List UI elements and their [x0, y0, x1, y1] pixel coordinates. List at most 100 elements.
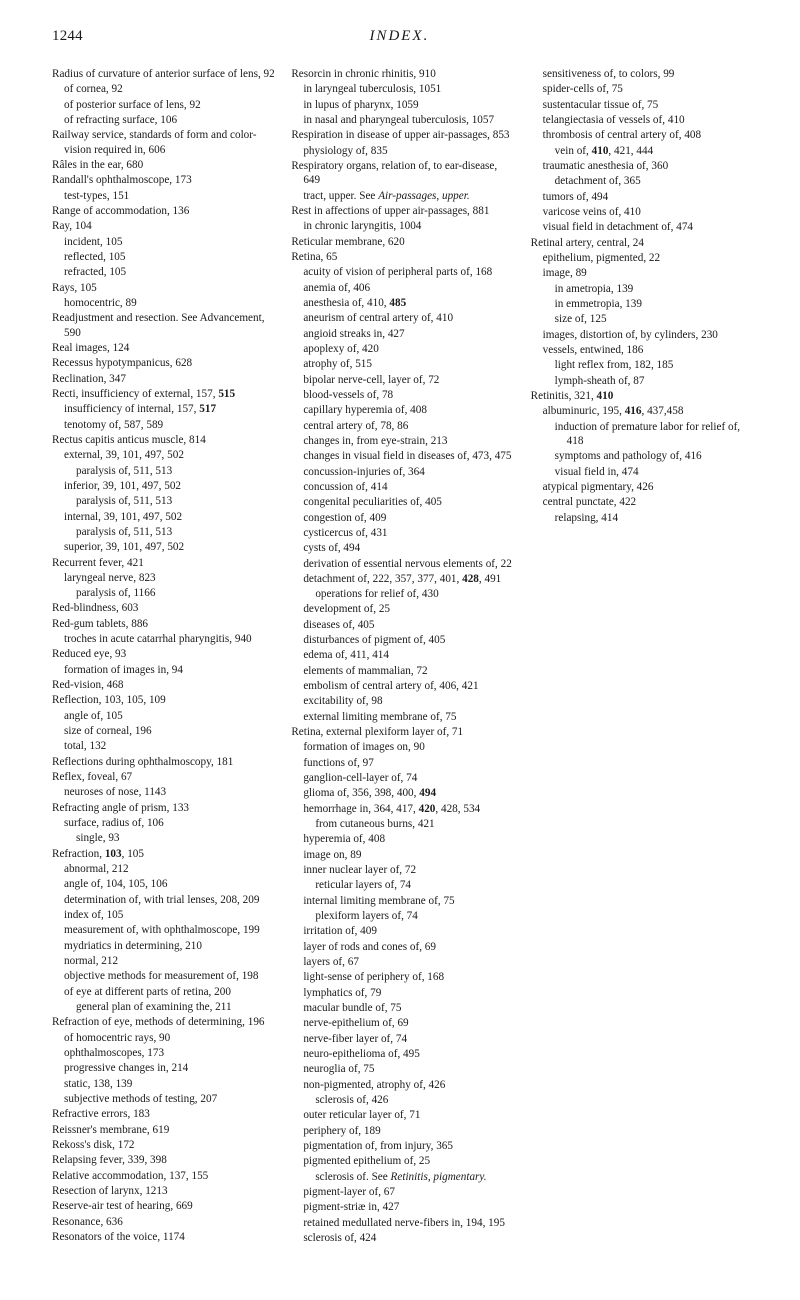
index-entry: Rectus capitis anticus muscle, 814 [52, 433, 277, 447]
index-entry: progressive changes in, 214 [52, 1061, 277, 1075]
index-entry: index of, 105 [52, 908, 277, 922]
index-entry: induction of premature labor for relief … [531, 420, 756, 449]
index-entry: varicose veins of, 410 [531, 205, 756, 219]
index-entry: cysticercus of, 431 [291, 526, 516, 540]
index-entry: changes in, from eye-strain, 213 [291, 434, 516, 448]
index-entry: tenotomy of, 587, 589 [52, 418, 277, 432]
index-entry: vessels, entwined, 186 [531, 343, 756, 357]
bold-page-ref: 103 [105, 848, 122, 860]
index-entry: pigment-layer of, 67 [291, 1185, 516, 1199]
index-entry: Resection of larynx, 1213 [52, 1184, 277, 1198]
index-entry: hyperemia of, 408 [291, 832, 516, 846]
index-entry: in lupus of pharynx, 1059 [291, 98, 516, 112]
index-entry: Refracting angle of prism, 133 [52, 801, 277, 815]
index-entry: mydriatics in determining, 210 [52, 939, 277, 953]
index-entry: nerve-fiber layer of, 74 [291, 1032, 516, 1046]
index-entry: Recti, insufficiency of external, 157, 5… [52, 387, 277, 401]
index-entry: albuminuric, 195, 416, 437,458 [531, 404, 756, 418]
index-entry: internal limiting membrane of, 75 [291, 894, 516, 908]
index-entry: Real images, 124 [52, 341, 277, 355]
index-entry: laryngeal nerve, 823 [52, 571, 277, 585]
index-entry: glioma of, 356, 398, 400, 494 [291, 786, 516, 800]
index-entry: Rays, 105 [52, 281, 277, 295]
index-entry: edema of, 411, 414 [291, 648, 516, 662]
index-entry: Refractive errors, 183 [52, 1107, 277, 1121]
index-entry: of cornea, 92 [52, 82, 277, 96]
index-entry: detachment of, 365 [531, 174, 756, 188]
index-entry: Relative accommodation, 137, 155 [52, 1169, 277, 1183]
index-entry: tumors of, 494 [531, 190, 756, 204]
index-entry: Resonators of the voice, 1174 [52, 1230, 277, 1244]
index-entry: in laryngeal tuberculosis, 1051 [291, 82, 516, 96]
index-entry: irritation of, 409 [291, 924, 516, 938]
index-entry: abnormal, 212 [52, 862, 277, 876]
index-entry: Recurrent fever, 421 [52, 556, 277, 570]
index-entry: acuity of vision of peripheral parts of,… [291, 265, 516, 279]
index-entry: inner nuclear layer of, 72 [291, 863, 516, 877]
index-entry: Refraction of eye, methods of determinin… [52, 1015, 277, 1029]
index-entry: Reserve-air test of hearing, 669 [52, 1199, 277, 1213]
index-entry: visual field in detachment of, 474 [531, 220, 756, 234]
index-entry: pigmented epithelium of, 25 [291, 1154, 516, 1168]
bold-page-ref: 416 [625, 405, 642, 417]
index-entry: lymphatics of, 79 [291, 986, 516, 1000]
index-entry: atrophy of, 515 [291, 357, 516, 371]
index-entry: Respiration in disease of upper air-pass… [291, 128, 516, 142]
index-entry: telangiectasia of vessels of, 410 [531, 113, 756, 127]
index-entry: retained medullated nerve-fibers in, 194… [291, 1216, 516, 1230]
index-entry: sclerosis of, 424 [291, 1231, 516, 1245]
index-entry: Reissner's membrane, 619 [52, 1123, 277, 1137]
index-entry: internal, 39, 101, 497, 502 [52, 510, 277, 524]
index-entry: angle of, 105 [52, 709, 277, 723]
index-entry: functions of, 97 [291, 756, 516, 770]
bold-page-ref: 517 [199, 403, 216, 415]
index-entry: size of corneal, 196 [52, 724, 277, 738]
bold-page-ref: 515 [218, 388, 235, 400]
index-entry: troches in acute catarrhal pharyngitis, … [52, 632, 277, 646]
index-entry: sclerosis of. See Retinitis, pigmentary. [291, 1170, 516, 1184]
index-entry: detachment of, 222, 357, 377, 401, 428, … [291, 572, 516, 586]
index-entry: Resonance, 636 [52, 1215, 277, 1229]
index-entry: changes in visual field in dis­eases of,… [291, 449, 516, 463]
index-entry: neuro-epithelioma of, 495 [291, 1047, 516, 1061]
index-entry: size of, 125 [531, 312, 756, 326]
index-entry: paralysis of, 511, 513 [52, 464, 277, 478]
index-entry: plexiform layers of, 74 [291, 909, 516, 923]
index-entry: Retina, 65 [291, 250, 516, 264]
index-entry: Refraction, 103, 105 [52, 847, 277, 861]
index-entry: light-sense of periphery of, 168 [291, 970, 516, 984]
index-entry: Resorcin in chronic rhinitis, 910 [291, 67, 516, 81]
index-entry: derivation of essential ner­vous element… [291, 557, 516, 571]
index-entry: apoplexy of, 420 [291, 342, 516, 356]
index-entry: nerve-epithelium of, 69 [291, 1016, 516, 1030]
index-entry: static, 138, 139 [52, 1077, 277, 1091]
index-entry: Randall's ophthalmoscope, 173 [52, 173, 277, 187]
index-entry: bipolar nerve-cell, layer of, 72 [291, 373, 516, 387]
index-entry: Radius of curvature of anterior surface … [52, 67, 277, 81]
index-columns: Radius of curvature of anterior surface … [52, 67, 756, 1257]
index-entry: Râles in the ear, 680 [52, 158, 277, 172]
index-entry: of posterior surface of lens, 92 [52, 98, 277, 112]
page-number: 1244 [52, 28, 83, 45]
index-entry: macular bundle of, 75 [291, 1001, 516, 1015]
index-entry: Reclination, 347 [52, 372, 277, 386]
index-entry: anesthesia of, 410, 485 [291, 296, 516, 310]
index-entry: atypical pigmentary, 426 [531, 480, 756, 494]
bold-page-ref: 410 [597, 390, 614, 402]
index-entry: traumatic anesthesia of, 360 [531, 159, 756, 173]
index-entry: Retinitis, 321, 410 [531, 389, 756, 403]
index-entry: incident, 105 [52, 235, 277, 249]
index-entry: spider-cells of, 75 [531, 82, 756, 96]
index-entry: Respiratory organs, relation of, to ear-… [291, 159, 516, 188]
index-entry: tract, upper. See Air-passages, upper. [291, 189, 516, 203]
index-entry: pigmentation of, from injury, 365 [291, 1139, 516, 1153]
index-entry: aneurism of central artery of, 410 [291, 311, 516, 325]
index-entry: in ametropia, 139 [531, 282, 756, 296]
index-entry: external, 39, 101, 497, 502 [52, 448, 277, 462]
index-entry: Rest in affections of upper air-passages… [291, 204, 516, 218]
index-entry: layers of, 67 [291, 955, 516, 969]
index-entry: development of, 25 [291, 602, 516, 616]
index-entry: superior, 39, 101, 497, 502 [52, 540, 277, 554]
index-page: 1244 INDEX. Radius of curvature of anter… [0, 0, 800, 1300]
index-entry: Ray, 104 [52, 219, 277, 233]
